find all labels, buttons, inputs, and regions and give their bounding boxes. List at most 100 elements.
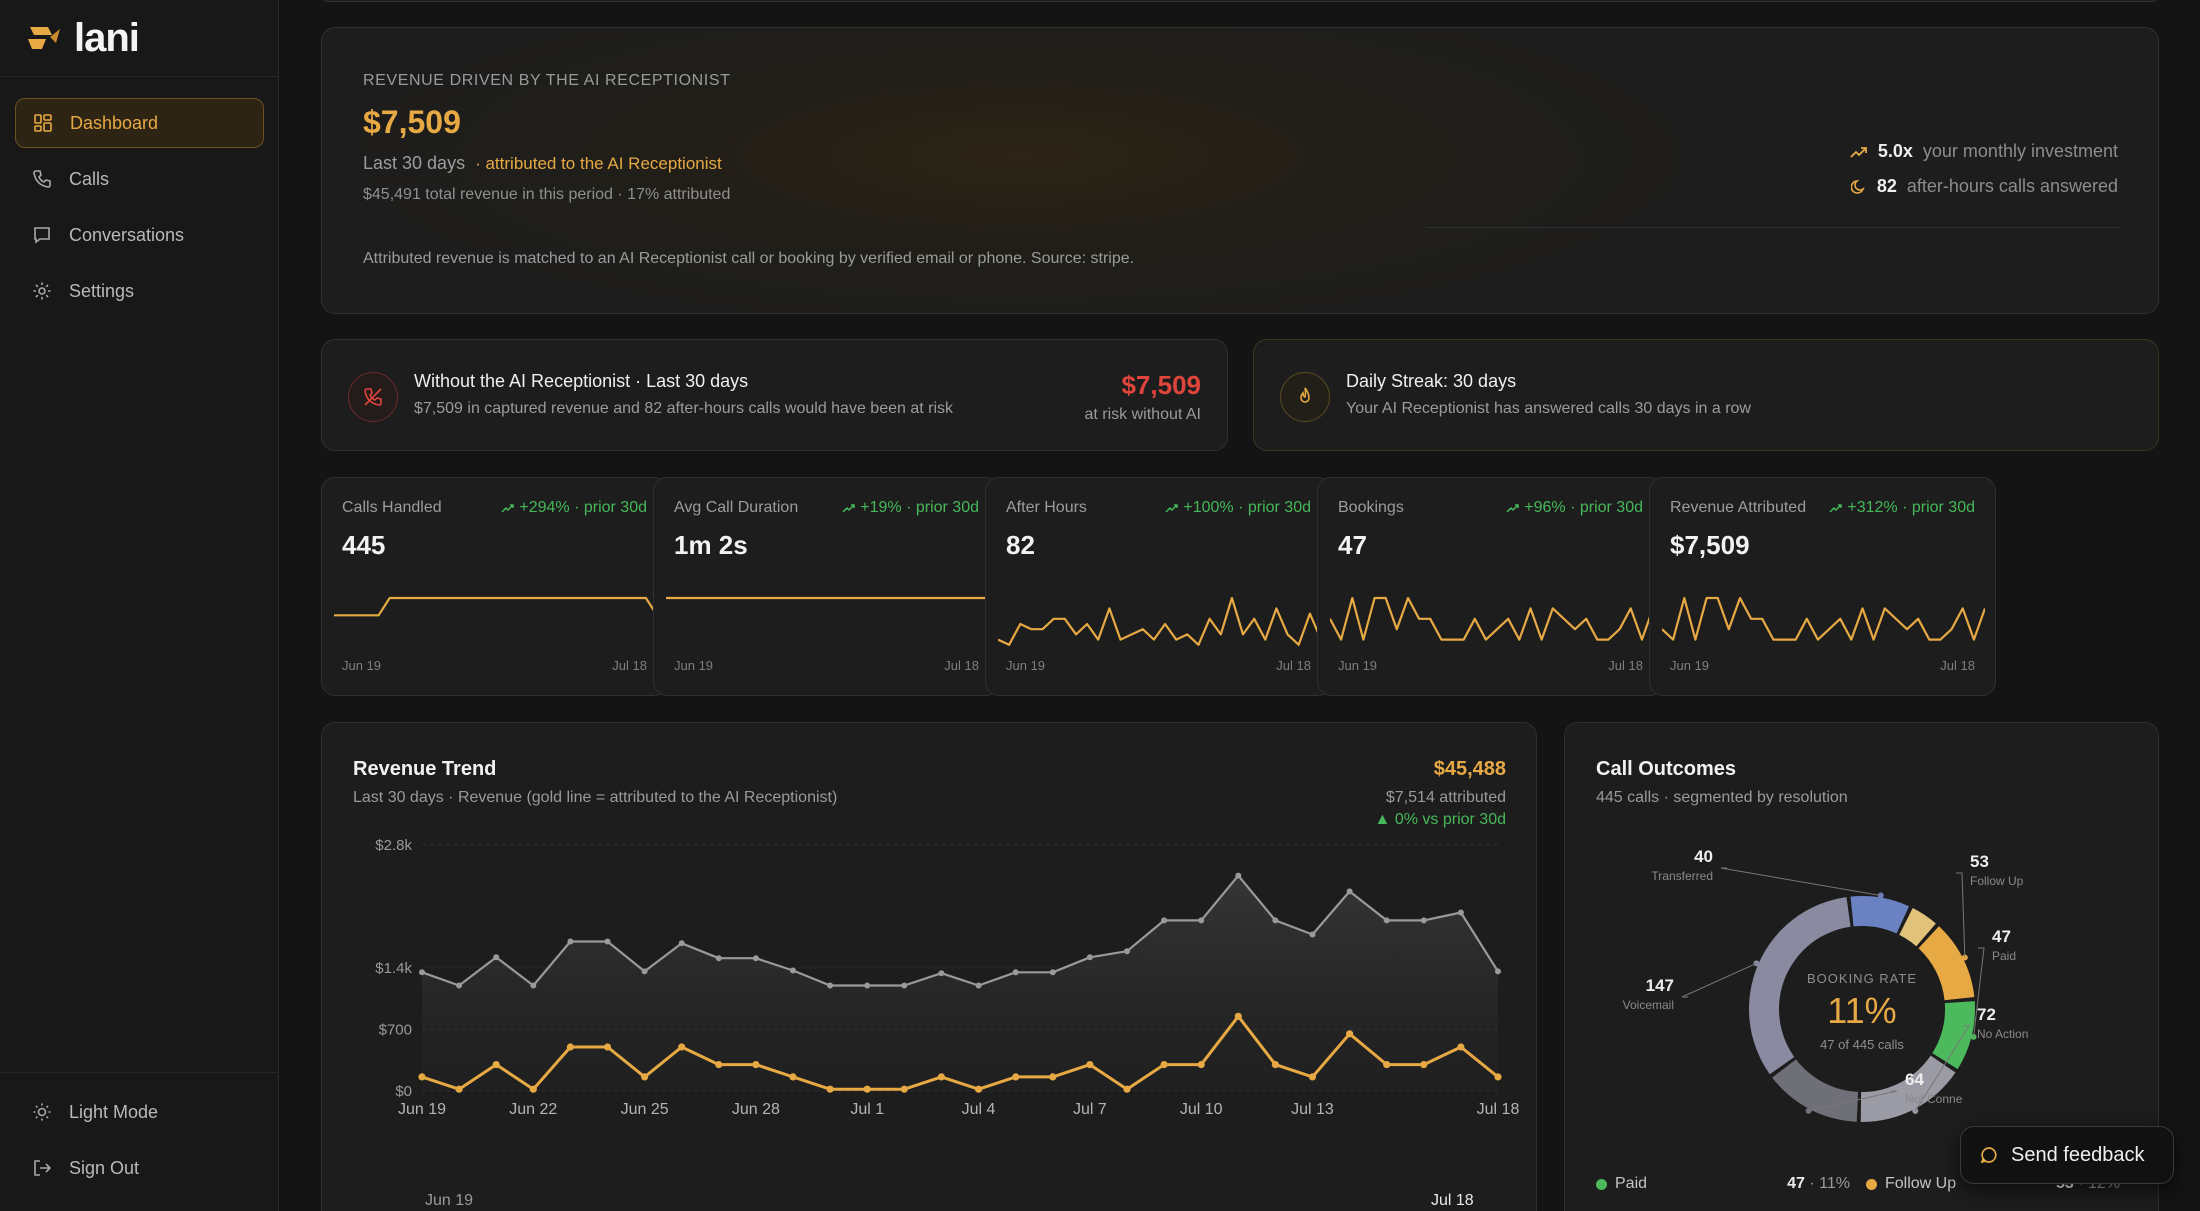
data-point[interactable] xyxy=(1197,1061,1205,1069)
data-point[interactable] xyxy=(1235,872,1242,879)
sidebar-item-dashboard[interactable]: Dashboard xyxy=(15,98,264,148)
sparkline-path xyxy=(1330,596,1653,641)
data-point[interactable] xyxy=(1271,1061,1279,1069)
data-point[interactable] xyxy=(937,1073,946,1081)
sidebar-item-calls[interactable]: Calls xyxy=(15,154,264,204)
data-point[interactable] xyxy=(1049,1073,1057,1081)
data-point[interactable] xyxy=(975,982,982,989)
data-point[interactable] xyxy=(1198,917,1205,924)
data-point[interactable] xyxy=(1383,917,1390,924)
label-leader xyxy=(1808,1090,1898,1112)
donut-slice[interactable] xyxy=(1932,1001,1975,1070)
data-point[interactable] xyxy=(863,1085,871,1093)
data-point[interactable] xyxy=(1272,917,1279,924)
kpi-label: Calls Handled xyxy=(342,499,442,516)
data-point[interactable] xyxy=(678,940,685,947)
phone-off-icon xyxy=(348,372,398,422)
data-point[interactable] xyxy=(715,955,722,962)
data-point[interactable] xyxy=(493,954,500,961)
kpi-date-start: Jun 19 xyxy=(674,658,714,673)
data-point[interactable] xyxy=(1309,931,1316,938)
data-point[interactable] xyxy=(641,1073,649,1081)
donut-slice[interactable] xyxy=(1772,1059,1859,1122)
kpi-date-end: Jul 18 xyxy=(1940,658,1975,673)
data-point[interactable] xyxy=(1420,1061,1428,1069)
data-point[interactable] xyxy=(1123,1085,1131,1093)
data-point[interactable] xyxy=(604,938,611,945)
data-point[interactable] xyxy=(1494,1073,1502,1081)
data-point[interactable] xyxy=(455,1085,463,1093)
kpi-date-start: Jun 19 xyxy=(1338,658,1378,673)
data-point[interactable] xyxy=(1086,1061,1094,1069)
data-point[interactable] xyxy=(678,1043,686,1051)
data-point[interactable] xyxy=(864,982,871,989)
data-point[interactable] xyxy=(1160,1061,1168,1069)
data-point[interactable] xyxy=(752,1061,760,1069)
data-point[interactable] xyxy=(827,982,834,989)
x-tick-label: Jul 7 xyxy=(1073,1101,1107,1118)
data-point[interactable] xyxy=(419,969,425,976)
data-point[interactable] xyxy=(790,967,796,974)
data-point[interactable] xyxy=(1308,1073,1317,1081)
data-point[interactable] xyxy=(789,1073,797,1081)
kpi-card: After Hours +100% · prior 30d 82 Jun 19 Jul … xyxy=(985,477,1332,696)
data-point[interactable] xyxy=(1457,1043,1465,1051)
x-tick-label: Jun 25 xyxy=(621,1101,669,1118)
light-mode-toggle[interactable]: Light Mode xyxy=(15,1087,264,1137)
data-point[interactable] xyxy=(1346,1030,1354,1038)
data-point[interactable] xyxy=(418,1073,426,1081)
data-point[interactable] xyxy=(1346,888,1353,895)
data-point[interactable] xyxy=(1495,968,1501,975)
kpi-date-start: Jun 19 xyxy=(1670,658,1710,673)
send-feedback-button[interactable]: Send feedback xyxy=(1960,1126,2174,1184)
brand-name: lani xyxy=(74,15,140,60)
data-point[interactable] xyxy=(1234,1012,1242,1020)
moon-icon xyxy=(1850,179,1865,194)
sidebar-item-settings[interactable]: Settings xyxy=(15,266,264,316)
data-point[interactable] xyxy=(752,955,759,962)
data-point[interactable] xyxy=(1012,969,1019,976)
data-point[interactable] xyxy=(1420,917,1427,924)
data-point[interactable] xyxy=(1457,909,1464,916)
donut-slice[interactable] xyxy=(1749,897,1851,1075)
roi-label: your monthly investment xyxy=(1922,141,2118,161)
data-point[interactable] xyxy=(641,968,648,975)
sign-out-button[interactable]: Sign Out xyxy=(15,1143,264,1193)
hero-attribution: · attributed to the AI Receptionist xyxy=(475,154,722,173)
data-point[interactable] xyxy=(1049,969,1056,976)
data-point[interactable] xyxy=(530,982,537,989)
data-point[interactable] xyxy=(492,1061,500,1069)
data-point[interactable] xyxy=(900,1085,908,1093)
kpi-delta-text: +294% · prior 30d xyxy=(519,499,647,516)
legend-item-paid[interactable]: Paid 47 · 11% xyxy=(1596,1175,1866,1193)
kpi-sparkline xyxy=(1662,596,1985,641)
data-point[interactable] xyxy=(826,1085,834,1093)
brand-logo[interactable]: lani xyxy=(26,15,140,60)
sidebar-item-conversations[interactable]: Conversations xyxy=(15,210,264,260)
kpi-value: 82 xyxy=(1006,530,1035,560)
donut-slice[interactable] xyxy=(1850,896,1910,934)
slice-name-label: Follow Up xyxy=(1970,874,2024,888)
data-point[interactable] xyxy=(1124,948,1130,955)
data-point[interactable] xyxy=(1086,954,1093,961)
data-point[interactable] xyxy=(1012,1073,1020,1081)
data-point[interactable] xyxy=(1161,917,1168,924)
kpi-label: Avg Call Duration xyxy=(674,499,799,516)
x-tick-label: Jun 22 xyxy=(509,1101,557,1118)
data-point[interactable] xyxy=(901,982,908,989)
data-point[interactable] xyxy=(529,1085,537,1093)
donut-slice[interactable] xyxy=(1860,1055,1956,1122)
data-point[interactable] xyxy=(1383,1061,1391,1069)
donut-slice[interactable] xyxy=(1918,926,1975,1001)
data-point[interactable] xyxy=(938,970,945,977)
kpi-delta: +19% · prior 30d xyxy=(842,499,979,517)
data-point[interactable] xyxy=(715,1061,723,1069)
data-point[interactable] xyxy=(566,1043,574,1051)
donut-slice[interactable] xyxy=(1899,908,1936,947)
data-point[interactable] xyxy=(603,1043,612,1051)
data-point[interactable] xyxy=(567,938,574,945)
data-point[interactable] xyxy=(456,982,463,989)
data-point[interactable] xyxy=(975,1085,983,1093)
phone-icon xyxy=(31,168,53,190)
legend-name: Follow Up xyxy=(1885,1175,1957,1192)
